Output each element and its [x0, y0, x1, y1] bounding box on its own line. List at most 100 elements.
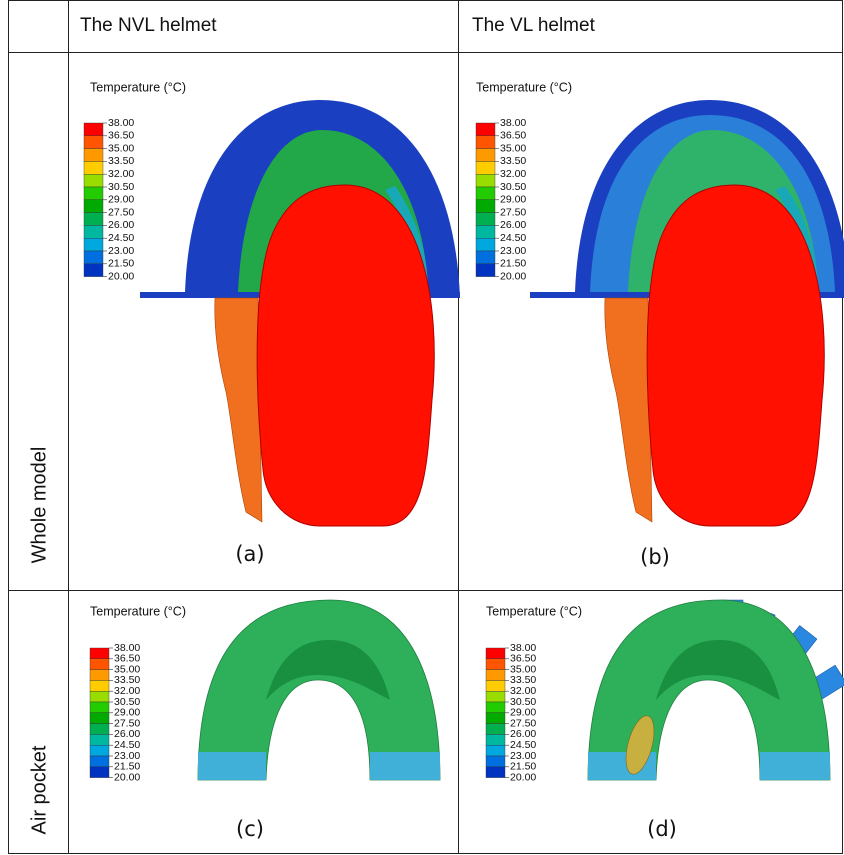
legend-swatch: [90, 756, 109, 767]
panel-caption: (d): [647, 817, 677, 841]
legend-label: 27.50: [500, 206, 526, 218]
head: [647, 185, 824, 526]
legend-label: 20.00: [114, 771, 140, 783]
panel-caption: (b): [640, 545, 670, 569]
legend-swatch: [84, 187, 103, 200]
legend-swatch: [476, 251, 495, 264]
legend-swatch: [84, 225, 103, 238]
legend-title: Temperature (°C): [476, 80, 572, 94]
pocket-base-right: [760, 752, 830, 780]
legend-title: Temperature (°C): [486, 604, 582, 618]
legend-swatch: [486, 734, 505, 745]
legend-label: 38.00: [108, 117, 134, 129]
whole-model-render: [530, 100, 844, 526]
legend-label: 21.50: [108, 258, 134, 270]
panel-caption: (a): [235, 542, 264, 566]
row-label: Air pocket: [28, 745, 50, 834]
legend-swatch: [90, 680, 109, 691]
legend-swatch: [486, 691, 505, 702]
legend-swatch: [476, 225, 495, 238]
legend-swatch: [90, 648, 109, 659]
row-label: Whole model: [28, 447, 50, 564]
legend-swatch: [90, 767, 109, 778]
legend-swatch: [476, 187, 495, 200]
legend-swatch: [84, 174, 103, 187]
legend-label: 30.50: [500, 181, 526, 193]
legend-swatch: [84, 200, 103, 213]
legend-swatch: [90, 691, 109, 702]
face: [605, 298, 652, 522]
legend-swatch: [476, 238, 495, 251]
legend-swatch: [486, 670, 505, 681]
column-header: The NVL helmet: [80, 15, 217, 36]
legend-swatch: [476, 174, 495, 187]
legend-label: 36.50: [500, 130, 526, 142]
pocket-base-left: [198, 752, 266, 780]
legend-swatch: [84, 213, 103, 226]
legend-swatch: [476, 161, 495, 174]
legend-label: 24.50: [108, 232, 134, 244]
legend-swatch: [486, 648, 505, 659]
legend-swatch: [90, 713, 109, 724]
head: [257, 185, 434, 526]
legend-swatch: [90, 659, 109, 670]
legend-label: 20.00: [510, 771, 536, 783]
legend-label: 21.50: [500, 258, 526, 270]
legend-label: 20.00: [500, 270, 526, 282]
air-pocket-render: [198, 600, 440, 780]
column-header: The VL helmet: [472, 15, 596, 36]
legend-swatch: [84, 123, 103, 136]
legend-label: 33.50: [108, 155, 134, 167]
legend-label: 26.00: [500, 219, 526, 231]
legend-label: 29.00: [500, 194, 526, 206]
legend-swatch: [476, 200, 495, 213]
legend-swatch: [476, 149, 495, 162]
legend-swatch: [486, 767, 505, 778]
legend-label: 33.50: [500, 155, 526, 167]
legend-swatch: [84, 149, 103, 162]
legend-swatch: [476, 136, 495, 149]
legend-label: 23.00: [500, 245, 526, 257]
figure: The NVL helmet The VL helmet Whole model…: [0, 0, 844, 855]
legend-label: 35.00: [108, 142, 134, 154]
legend-swatch: [486, 713, 505, 724]
face: [215, 298, 262, 522]
legend-swatch: [486, 745, 505, 756]
legend-swatch: [486, 659, 505, 670]
legend-swatch: [90, 745, 109, 756]
legend-swatch: [84, 264, 103, 277]
legend-label: 24.50: [500, 232, 526, 244]
pocket-base-right: [370, 752, 440, 780]
legend-swatch: [84, 161, 103, 174]
panel-caption: (c): [236, 817, 264, 841]
legend-label: 38.00: [500, 117, 526, 129]
legend-swatch: [84, 251, 103, 264]
legend-swatch: [476, 123, 495, 136]
legend-label: 35.00: [500, 142, 526, 154]
legend-label: 29.00: [108, 194, 134, 206]
legend-label: 20.00: [108, 270, 134, 282]
legend-swatch: [90, 724, 109, 735]
legend-label: 32.00: [108, 168, 134, 180]
legend-swatch: [476, 213, 495, 226]
whole-model-render: [140, 100, 460, 526]
legend-label: 32.00: [500, 168, 526, 180]
legend-swatch: [90, 734, 109, 745]
legend-title: Temperature (°C): [90, 604, 186, 618]
legend-label: 23.00: [108, 245, 134, 257]
legend-label: 27.50: [108, 206, 134, 218]
legend-swatch: [476, 264, 495, 277]
legend-swatch: [486, 680, 505, 691]
legend-swatch: [90, 702, 109, 713]
legend-swatch: [84, 238, 103, 251]
air-pocket-render: [588, 600, 844, 780]
legend-swatch: [486, 756, 505, 767]
legend-swatch: [486, 702, 505, 713]
legend-label: 26.00: [108, 219, 134, 231]
legend-swatch: [84, 136, 103, 149]
legend-swatch: [486, 724, 505, 735]
legend-title: Temperature (°C): [90, 80, 186, 94]
legend-label: 30.50: [108, 181, 134, 193]
legend-label: 36.50: [108, 130, 134, 142]
legend-swatch: [90, 670, 109, 681]
